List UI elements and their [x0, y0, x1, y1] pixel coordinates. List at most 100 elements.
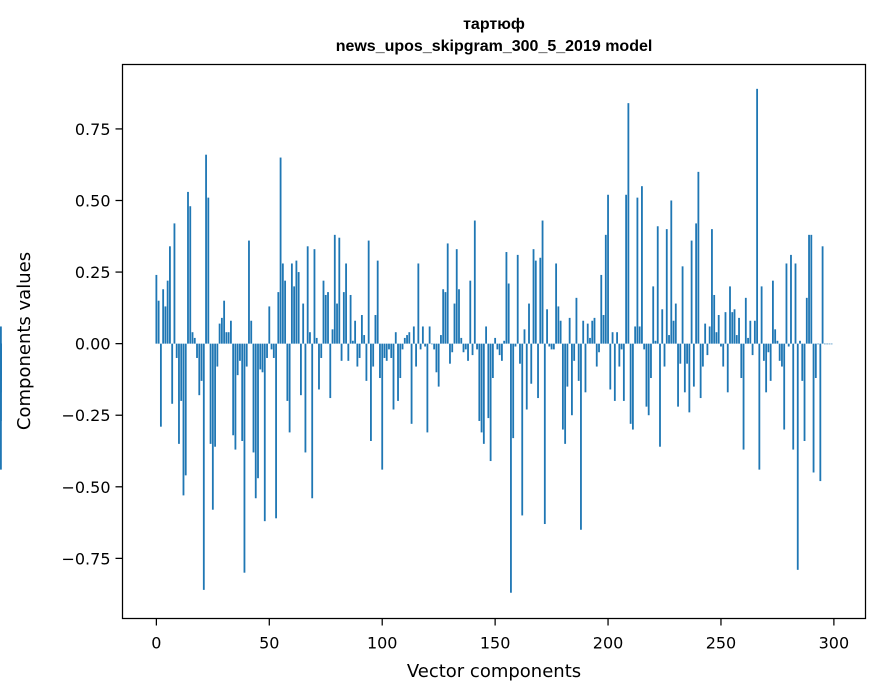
- bar-202: [611, 332, 614, 344]
- bar-166: [530, 343, 533, 384]
- bar-183: [568, 317, 571, 344]
- bar-109: [401, 343, 404, 350]
- bar-229: [672, 320, 675, 344]
- bar-263: [749, 320, 752, 344]
- bar-22: [205, 154, 207, 344]
- y-axis-ticks: 0.75 0.50 0.25 0.00 −0.25 −0.50 −0.75: [61, 120, 123, 568]
- bar-74: [322, 280, 325, 344]
- bar-262: [747, 337, 749, 344]
- bar-210: [629, 343, 632, 424]
- bar-200: [607, 194, 609, 344]
- bar-125: [437, 343, 440, 387]
- bar-294: [819, 343, 822, 482]
- bar-42: [250, 320, 253, 344]
- bar-214: [638, 326, 641, 344]
- bar-251: [722, 343, 725, 367]
- bar-18: [196, 343, 198, 358]
- bar-221: [654, 340, 657, 344]
- bar-107: [397, 343, 399, 401]
- bar-136: [462, 343, 465, 353]
- bar-122: [430, 343, 433, 345]
- bar-126: [440, 335, 442, 344]
- bar-16: [191, 332, 194, 344]
- bar-206: [620, 343, 623, 350]
- bar-19: [198, 343, 201, 396]
- bar-35: [234, 343, 237, 450]
- bar-121: [428, 326, 431, 344]
- bar-220: [652, 286, 655, 344]
- bar-75: [324, 294, 327, 344]
- x-axis-label: Vector components: [407, 661, 581, 682]
- bar-193: [591, 320, 594, 344]
- bar-101: [383, 343, 386, 358]
- bar-63: [297, 272, 300, 344]
- bar-48: [263, 343, 266, 522]
- bar-153: [501, 343, 503, 361]
- bar-284: [796, 343, 799, 570]
- bar-201: [609, 343, 612, 390]
- bar-4: [164, 306, 167, 344]
- bar-182: [566, 343, 569, 387]
- bar-277: [781, 343, 783, 367]
- bar-187: [577, 343, 580, 381]
- bar-39: [243, 343, 246, 573]
- bar-143: [478, 343, 481, 421]
- bar-186: [575, 297, 578, 344]
- bar-157: [510, 343, 512, 593]
- bars-group: [0, 88, 833, 593]
- bar-116: [417, 263, 420, 344]
- bar-57: [284, 280, 287, 344]
- bar-38: [241, 343, 244, 441]
- bar-155: [505, 252, 508, 344]
- bar-281: [790, 254, 792, 344]
- bar-0: [155, 274, 158, 344]
- bar-172: [543, 343, 546, 525]
- bar-55: [279, 157, 282, 344]
- x-tick-label: 50: [259, 634, 279, 653]
- bar-139: [469, 280, 472, 344]
- bar-68: [309, 332, 311, 344]
- bar-32: [227, 332, 230, 344]
- bar-100: [381, 343, 384, 470]
- bar-78: [331, 329, 334, 344]
- chart-subtitle: news_upos_skipgram_300_5_2019 model: [336, 38, 653, 55]
- bar-11: [180, 343, 183, 401]
- bar-219: [650, 343, 652, 379]
- bar-65: [302, 303, 305, 344]
- x-tick-label: 250: [706, 634, 737, 653]
- bar-283: [794, 263, 797, 344]
- bar-130: [449, 343, 451, 364]
- bar-297: [826, 343, 829, 345]
- bar-51: [270, 343, 273, 350]
- bar-3: [162, 289, 165, 344]
- bar-215: [641, 186, 643, 344]
- bar-96: [372, 343, 375, 367]
- bar-255: [731, 312, 734, 344]
- bar-59: [288, 343, 291, 433]
- y-tick-label: 0.25: [75, 263, 111, 282]
- bar-244: [706, 343, 709, 356]
- bar-138: [467, 343, 469, 361]
- bar-15: [189, 206, 192, 344]
- bar-293: [817, 343, 819, 345]
- bar-252: [724, 312, 727, 344]
- bar-44: [254, 343, 257, 499]
- bar-28: [218, 323, 221, 344]
- bar-90: [358, 343, 361, 358]
- bar-174: [548, 343, 551, 347]
- bar-50: [268, 306, 271, 344]
- bar-94: [367, 240, 370, 344]
- bar-212: [634, 326, 637, 344]
- bar-226: [665, 229, 668, 344]
- bar-89: [356, 343, 359, 367]
- x-axis-ticks: 0 50 100 150 200 250 300: [151, 618, 849, 653]
- bar-6: [169, 246, 171, 344]
- bar-135: [460, 337, 463, 344]
- bar-119: [424, 343, 427, 347]
- bar-58: [286, 343, 289, 401]
- bar-276: [778, 343, 781, 361]
- bar-54: [277, 292, 280, 344]
- bar-72: [318, 343, 320, 390]
- bar-106: [394, 332, 397, 344]
- bar-285: [799, 340, 801, 344]
